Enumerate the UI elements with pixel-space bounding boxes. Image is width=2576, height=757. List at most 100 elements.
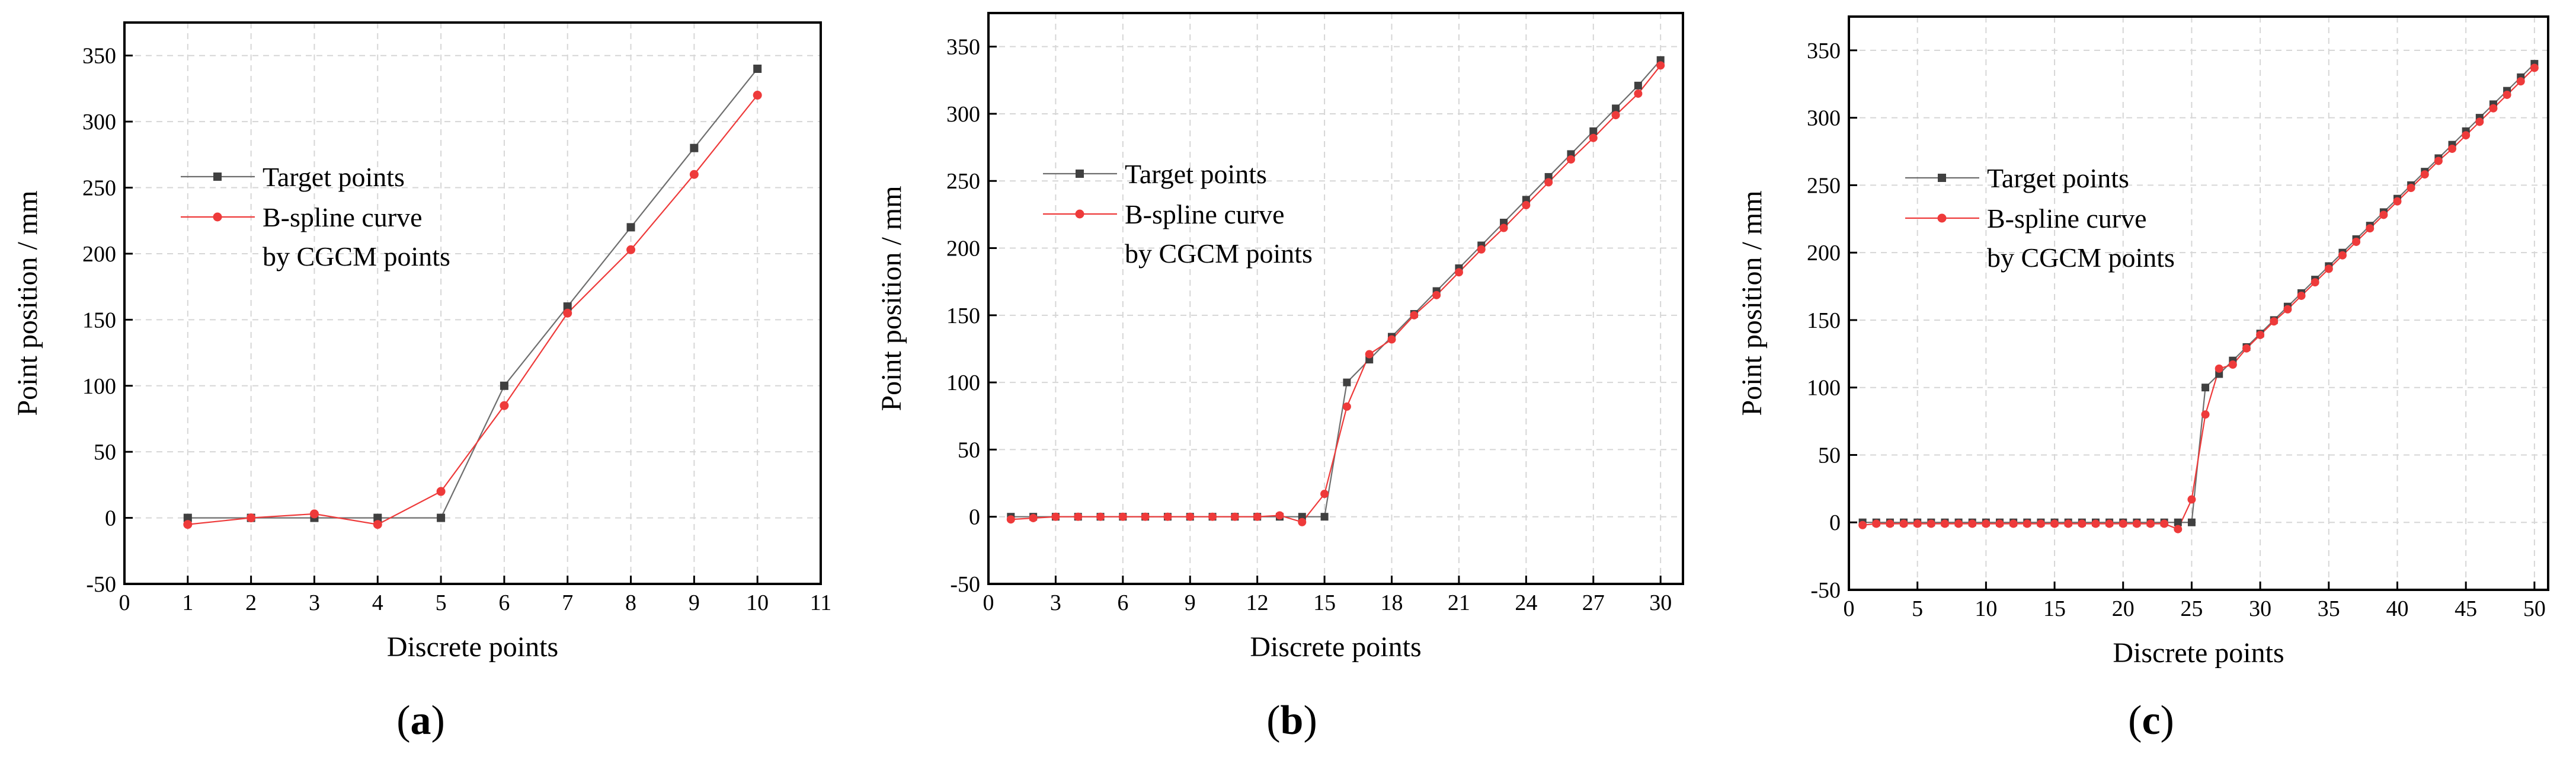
legend-bspline-label-line2: by CGCM points	[1125, 238, 1313, 269]
bspline-point	[2009, 519, 2018, 528]
y-tick-label: 100	[82, 374, 116, 399]
bspline-point	[2091, 519, 2100, 528]
bspline-point	[2228, 360, 2237, 369]
x-tick-label: 30	[1649, 590, 1672, 615]
bspline-point	[1454, 268, 1463, 277]
target-point	[1634, 81, 1642, 90]
y-tick-label: 100	[946, 370, 980, 395]
target-point	[1343, 378, 1351, 387]
x-tick-label: 5	[1912, 596, 1923, 621]
x-tick-label: 18	[1381, 590, 1403, 615]
legend-target-label: Target points	[1987, 163, 2129, 193]
x-tick-label: 27	[1582, 590, 1605, 615]
x-tick-label: 25	[2180, 596, 2203, 621]
y-tick-label: 50	[958, 437, 980, 462]
bspline-point	[1253, 512, 1262, 521]
target-point	[1320, 513, 1329, 521]
x-tick-label: 1	[182, 590, 193, 615]
bspline-point	[2023, 519, 2031, 528]
y-tick-label: 150	[82, 308, 116, 333]
bspline-point	[1899, 519, 1908, 528]
bspline-point	[2338, 251, 2347, 260]
y-tick-label: 350	[1807, 39, 1841, 63]
target-point	[626, 223, 635, 232]
bspline-point	[183, 520, 193, 529]
bspline-point	[1387, 335, 1396, 344]
x-tick-label: 3	[309, 590, 320, 615]
bspline-point	[2311, 278, 2319, 287]
legend: Target points B-spline curve by CGCM point…	[1043, 159, 1313, 269]
bspline-point	[1320, 490, 1329, 499]
x-tick-label: 8	[625, 590, 636, 615]
y-tick-label: 50	[1818, 443, 1841, 468]
legend-target-marker	[1938, 174, 1946, 182]
x-tick-label: 40	[2386, 596, 2408, 621]
legend-bspline-label-line1: B-spline curve	[263, 202, 423, 232]
target-point	[183, 513, 192, 522]
y-tick-label: -50	[1810, 578, 1841, 603]
bspline-point	[1566, 155, 1575, 164]
bspline-point	[1589, 133, 1598, 142]
bspline-point	[1342, 402, 1351, 411]
y-tick-label: 200	[82, 242, 116, 267]
bspline-point	[1275, 511, 1284, 520]
bspline-point	[689, 170, 699, 179]
bspline-point	[1913, 519, 1922, 528]
bspline-point	[1611, 111, 1620, 120]
bspline-point	[2283, 305, 2292, 314]
chart-panel-b: 0 3 6 9 12 15 18 21 24 27 30-500501001502002503003…	[876, 12, 1684, 743]
y-tick-label: 0	[969, 505, 980, 530]
bspline-point	[1995, 519, 2004, 528]
bspline-point	[2064, 519, 2073, 528]
target-point	[2174, 518, 2182, 526]
x-tick-label: 30	[2249, 596, 2271, 621]
bspline-point	[563, 308, 572, 318]
y-tick-label: -50	[86, 572, 116, 597]
legend: Target points B-spline curve by CGCM point…	[1905, 163, 2175, 273]
bspline-point	[2475, 117, 2484, 126]
legend-target-marker	[1076, 170, 1084, 178]
y-tick-label: 200	[1807, 241, 1841, 266]
x-tick-label: 15	[2043, 596, 2066, 621]
bspline-point	[2174, 525, 2183, 534]
bspline-point	[500, 401, 509, 410]
y-tick-label: -50	[950, 572, 980, 597]
target-point	[500, 381, 508, 390]
bspline-point	[2503, 90, 2511, 99]
y-tick-label: 250	[1807, 173, 1841, 198]
y-axis-title: Point position / mm	[12, 190, 43, 416]
bspline-point	[2352, 237, 2361, 246]
bspline-point	[1872, 519, 1881, 528]
y-tick-label: 0	[1829, 510, 1841, 535]
bspline-point	[1968, 519, 1977, 528]
target-point	[690, 143, 699, 152]
y-tick-label: 150	[1807, 308, 1841, 333]
bspline-point	[2516, 77, 2525, 86]
bspline-point	[1954, 519, 1963, 528]
bspline-series-line	[187, 94, 759, 525]
x-tick-label: 0	[119, 590, 130, 615]
y-tick-label: 100	[1807, 376, 1841, 401]
target-point	[437, 513, 446, 522]
bspline-point	[1522, 201, 1531, 210]
x-tick-label: 3	[1050, 590, 1061, 615]
target-series-line	[187, 68, 759, 519]
y-tick-label: 300	[1807, 106, 1841, 131]
bspline-point	[1006, 515, 1015, 524]
x-tick-label: 20	[2112, 596, 2135, 621]
bspline-point	[1096, 512, 1105, 521]
x-axis-title: Discrete points	[2113, 637, 2284, 669]
x-tick-label: 2	[245, 590, 257, 615]
plot-frame	[1848, 15, 2549, 591]
bspline-point	[1410, 311, 1419, 320]
legend-target-label: Target points	[1125, 159, 1267, 189]
bspline-point	[2407, 183, 2415, 192]
bspline-point	[2105, 519, 2114, 528]
target-point	[2201, 384, 2210, 392]
bspline-point	[2146, 519, 2155, 528]
target-point	[2187, 518, 2196, 526]
target-point	[373, 513, 382, 522]
legend-target-marker	[213, 173, 222, 181]
x-tick-label: 5	[436, 590, 447, 615]
panel-label: (b)	[1266, 698, 1317, 743]
